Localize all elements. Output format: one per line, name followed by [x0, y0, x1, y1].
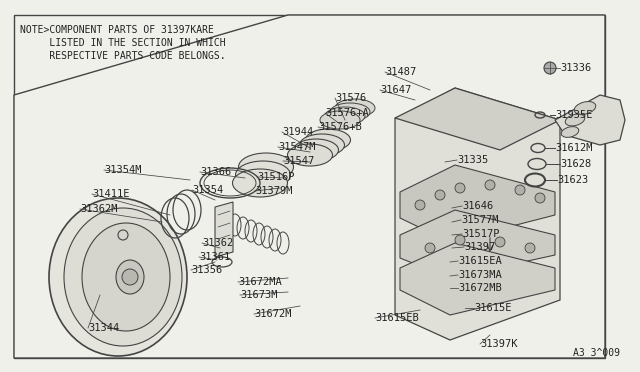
- Text: 31335: 31335: [457, 155, 488, 165]
- Ellipse shape: [64, 208, 182, 346]
- Polygon shape: [14, 15, 605, 358]
- Text: 31673M: 31673M: [240, 290, 278, 300]
- Text: 31615E: 31615E: [474, 303, 511, 313]
- Ellipse shape: [239, 153, 294, 181]
- Ellipse shape: [335, 99, 375, 117]
- Text: RESPECTIVE PARTS CODE BELONGS.: RESPECTIVE PARTS CODE BELONGS.: [20, 51, 226, 61]
- Ellipse shape: [82, 223, 170, 331]
- Polygon shape: [400, 165, 555, 242]
- Text: 31397: 31397: [464, 242, 495, 252]
- Circle shape: [485, 180, 495, 190]
- Text: 31356: 31356: [191, 265, 222, 275]
- Text: 31379M: 31379M: [255, 186, 292, 196]
- Text: 31547M: 31547M: [278, 142, 316, 152]
- Text: 31647: 31647: [380, 85, 412, 95]
- Polygon shape: [400, 210, 555, 278]
- Text: 31944: 31944: [282, 127, 313, 137]
- Polygon shape: [215, 202, 233, 257]
- Ellipse shape: [320, 111, 360, 129]
- Text: 31576: 31576: [335, 93, 366, 103]
- Ellipse shape: [565, 114, 585, 126]
- Text: 31623: 31623: [557, 175, 588, 185]
- Text: 31576+A: 31576+A: [325, 108, 369, 118]
- Polygon shape: [395, 88, 560, 340]
- Text: 31362: 31362: [202, 238, 233, 248]
- Ellipse shape: [236, 161, 291, 189]
- Text: 31517P: 31517P: [462, 229, 499, 239]
- Text: 31628: 31628: [560, 159, 591, 169]
- Text: 31336: 31336: [560, 63, 591, 73]
- Text: 31366: 31366: [200, 167, 231, 177]
- Ellipse shape: [116, 260, 144, 294]
- Text: 31612M: 31612M: [555, 143, 593, 153]
- Circle shape: [495, 237, 505, 247]
- Text: 31397K: 31397K: [480, 339, 518, 349]
- Ellipse shape: [561, 126, 579, 137]
- Text: 31935E: 31935E: [555, 110, 593, 120]
- Ellipse shape: [300, 134, 344, 156]
- Circle shape: [525, 243, 535, 253]
- Polygon shape: [14, 15, 605, 358]
- Ellipse shape: [294, 139, 339, 161]
- Text: NOTE>COMPONENT PARTS OF 31397KARE: NOTE>COMPONENT PARTS OF 31397KARE: [20, 25, 214, 35]
- Circle shape: [455, 183, 465, 193]
- Text: 31354: 31354: [192, 185, 223, 195]
- Ellipse shape: [330, 103, 370, 121]
- Text: 31646: 31646: [462, 201, 493, 211]
- Text: 31673MA: 31673MA: [458, 270, 502, 280]
- Text: LISTED IN THE SECTION IN WHICH: LISTED IN THE SECTION IN WHICH: [20, 38, 226, 48]
- Text: 31577M: 31577M: [461, 215, 499, 225]
- Text: 31362M: 31362M: [80, 204, 118, 214]
- Ellipse shape: [49, 198, 187, 356]
- Circle shape: [544, 62, 556, 74]
- Ellipse shape: [325, 107, 365, 125]
- Text: 31576+B: 31576+B: [318, 122, 362, 132]
- Ellipse shape: [574, 102, 596, 115]
- Circle shape: [435, 190, 445, 200]
- Circle shape: [122, 269, 138, 285]
- Text: 31354M: 31354M: [104, 165, 141, 175]
- Circle shape: [425, 243, 435, 253]
- Text: 31516P: 31516P: [257, 172, 294, 182]
- Text: 31361: 31361: [199, 252, 230, 262]
- Text: 31547: 31547: [283, 156, 314, 166]
- Text: 31672MB: 31672MB: [458, 283, 502, 293]
- Text: 31411E: 31411E: [92, 189, 129, 199]
- Ellipse shape: [232, 169, 287, 197]
- Polygon shape: [555, 95, 625, 145]
- Text: 31672MA: 31672MA: [238, 277, 282, 287]
- Circle shape: [535, 193, 545, 203]
- Text: 31615EA: 31615EA: [458, 256, 502, 266]
- Text: 31615EB: 31615EB: [375, 313, 419, 323]
- Circle shape: [515, 185, 525, 195]
- Text: 31344: 31344: [88, 323, 119, 333]
- Circle shape: [415, 200, 425, 210]
- Polygon shape: [395, 88, 560, 150]
- Ellipse shape: [287, 144, 333, 166]
- Text: 31487: 31487: [385, 67, 416, 77]
- Ellipse shape: [305, 129, 351, 151]
- Text: A3 3^009: A3 3^009: [573, 348, 620, 358]
- Text: 31672M: 31672M: [254, 309, 291, 319]
- Polygon shape: [400, 243, 555, 315]
- Circle shape: [455, 235, 465, 245]
